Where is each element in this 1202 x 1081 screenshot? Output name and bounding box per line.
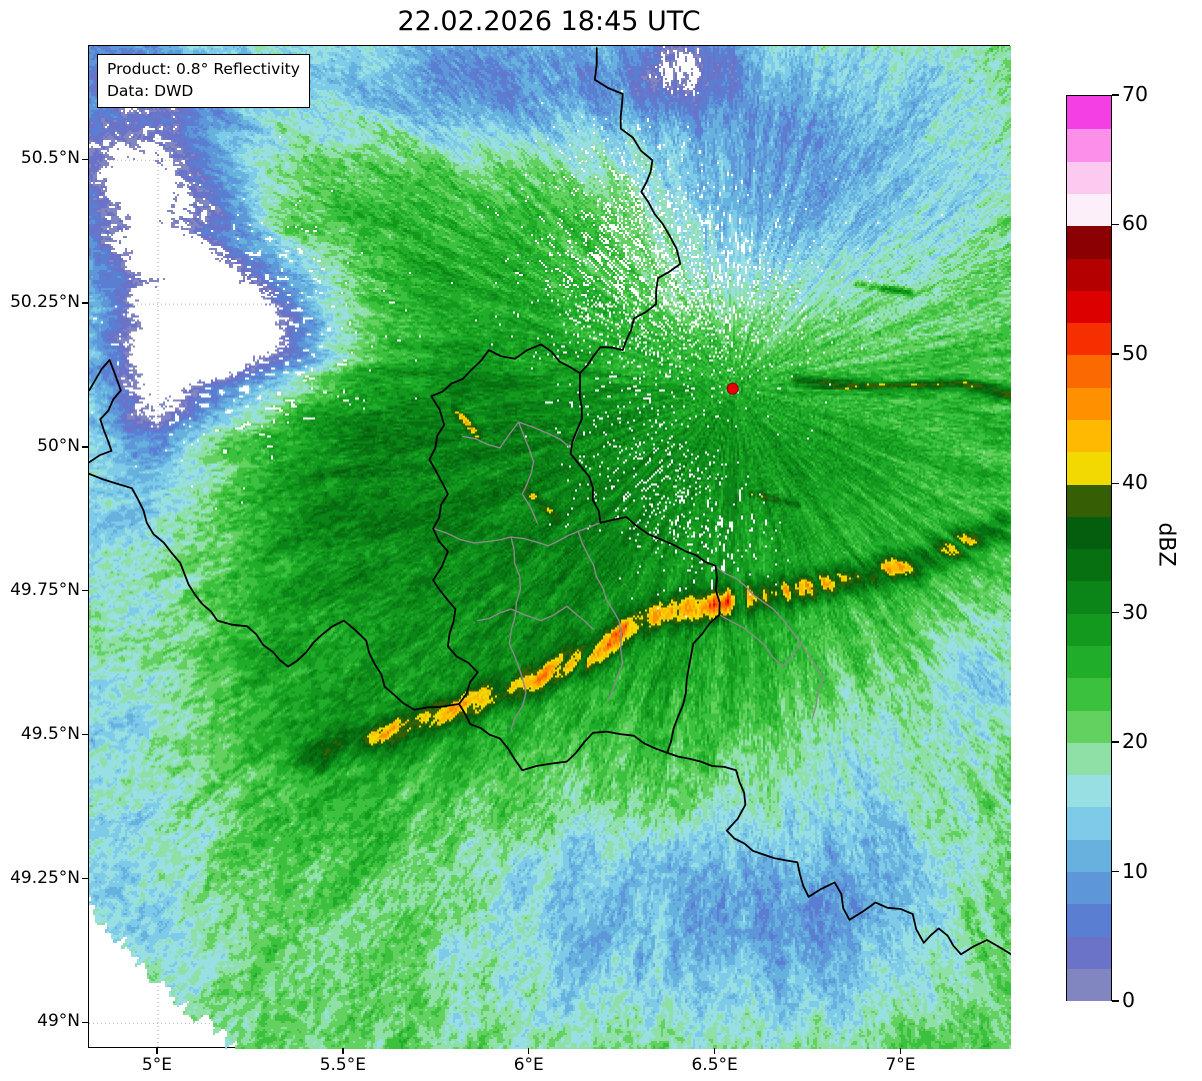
colorbar-segment (1067, 709, 1111, 743)
y-tick-label: 49.5°N (20, 723, 80, 744)
radar-reflectivity-field (89, 46, 1011, 1049)
y-tick-mark (82, 446, 88, 448)
borders-overlay (89, 47, 1011, 956)
colorbar-tick-label: 30 (1122, 599, 1149, 624)
colorbar-tick-mark (1112, 1000, 1119, 1002)
district-border-line (508, 536, 527, 731)
district-border-line (718, 614, 802, 668)
colorbar-segment (1067, 386, 1111, 420)
colorbar-segment (1067, 838, 1111, 872)
colorbar-tick-mark (1112, 870, 1119, 873)
district-border-line (714, 565, 825, 720)
colorbar-tick-label: 40 (1122, 470, 1149, 495)
colorbar-unit-label: dBZ (1153, 522, 1179, 567)
map-plot: Product: 0.8° Reflectivity Data: DWD (88, 45, 1011, 1049)
colorbar-segment (1067, 160, 1111, 194)
x-tick-mark (713, 1048, 716, 1054)
x-tick-label: 7°E (885, 1055, 916, 1075)
y-tick-label: 49.75°N (10, 579, 80, 600)
colorbar-tick-label: 0 (1122, 988, 1136, 1012)
country-border-line (428, 343, 721, 772)
x-tick-label: 5.5°E (319, 1055, 366, 1075)
colorbar-segment (1067, 96, 1111, 130)
colorbar-segment (1067, 677, 1111, 711)
colorbar-segment (1067, 903, 1111, 937)
y-tick-mark (82, 733, 88, 736)
x-tick-mark (342, 1048, 344, 1054)
colorbar-tick-label: 10 (1122, 858, 1149, 883)
x-tick-label: 6.5°E (691, 1055, 738, 1075)
y-tick-mark (82, 302, 88, 304)
x-tick-mark (156, 1048, 158, 1054)
y-tick-mark (82, 590, 88, 592)
y-tick-label: 49.25°N (10, 867, 80, 888)
y-tick-label: 50°N (37, 435, 80, 456)
colorbar-segment (1067, 580, 1111, 614)
colorbar-segment (1067, 354, 1111, 388)
x-tick-label: 6°E (513, 1055, 544, 1075)
district-border-line (517, 421, 538, 524)
colorbar-tick-mark (1112, 94, 1119, 96)
colorbar-segment (1067, 192, 1111, 227)
colorbar-segment (1067, 289, 1111, 324)
colorbar-tick-mark (1112, 741, 1119, 743)
x-tick-mark (528, 1048, 530, 1054)
colorbar-segment (1067, 548, 1111, 582)
colorbar-segment (1067, 257, 1111, 291)
colorbar-tick-label: 60 (1122, 211, 1149, 236)
country-border-line (89, 472, 460, 711)
colorbar-segment (1067, 515, 1111, 550)
x-tick-mark (899, 1048, 902, 1054)
colorbar (1066, 95, 1112, 1002)
colorbar-segment (1067, 612, 1111, 646)
district-border-line (577, 530, 624, 702)
y-tick-label: 50.5°N (20, 148, 80, 169)
country-border-line (579, 47, 682, 374)
district-border-line (432, 522, 602, 547)
y-tick-mark (82, 158, 88, 160)
figure-title: 22.02.2026 18:45 UTC (397, 6, 701, 37)
colorbar-tick-mark (1112, 612, 1119, 614)
colorbar-segment (1067, 967, 1111, 1002)
product-label: Product: 0.8° Reflectivity (107, 60, 300, 78)
colorbar-tick-mark (1112, 353, 1119, 355)
country-border-line (666, 752, 1011, 956)
colorbar-segment (1067, 741, 1111, 776)
colorbar-segment (1067, 774, 1111, 808)
district-border-line (477, 605, 594, 630)
y-tick-mark (82, 877, 88, 880)
colorbar-segment (1067, 451, 1111, 485)
x-tick-label: 5°E (141, 1055, 172, 1075)
colorbar-segment (1067, 870, 1111, 905)
colorbar-segment (1067, 483, 1111, 517)
data-source-label: Data: DWD (107, 81, 194, 100)
y-tick-label: 50.25°N (10, 292, 80, 313)
product-info-box: Product: 0.8° Reflectivity Data: DWD (97, 54, 310, 109)
colorbar-tick-mark (1112, 482, 1119, 484)
colorbar-tick-label: 50 (1122, 340, 1149, 365)
colorbar-tick-mark (1112, 223, 1119, 226)
colorbar-segment (1067, 128, 1111, 162)
colorbar-segment (1067, 418, 1111, 453)
y-tick-mark (82, 1021, 88, 1024)
y-tick-label: 49°N (37, 1011, 80, 1032)
colorbar-segment (1067, 322, 1111, 356)
colorbar-tick-label: 70 (1122, 82, 1149, 106)
radar-site-marker (726, 382, 739, 395)
colorbar-segment (1067, 935, 1111, 969)
colorbar-segment (1067, 644, 1111, 679)
country-border-line (89, 359, 122, 464)
colorbar-segment (1067, 225, 1111, 259)
colorbar-segment (1067, 806, 1111, 840)
colorbar-tick-label: 20 (1122, 729, 1149, 754)
